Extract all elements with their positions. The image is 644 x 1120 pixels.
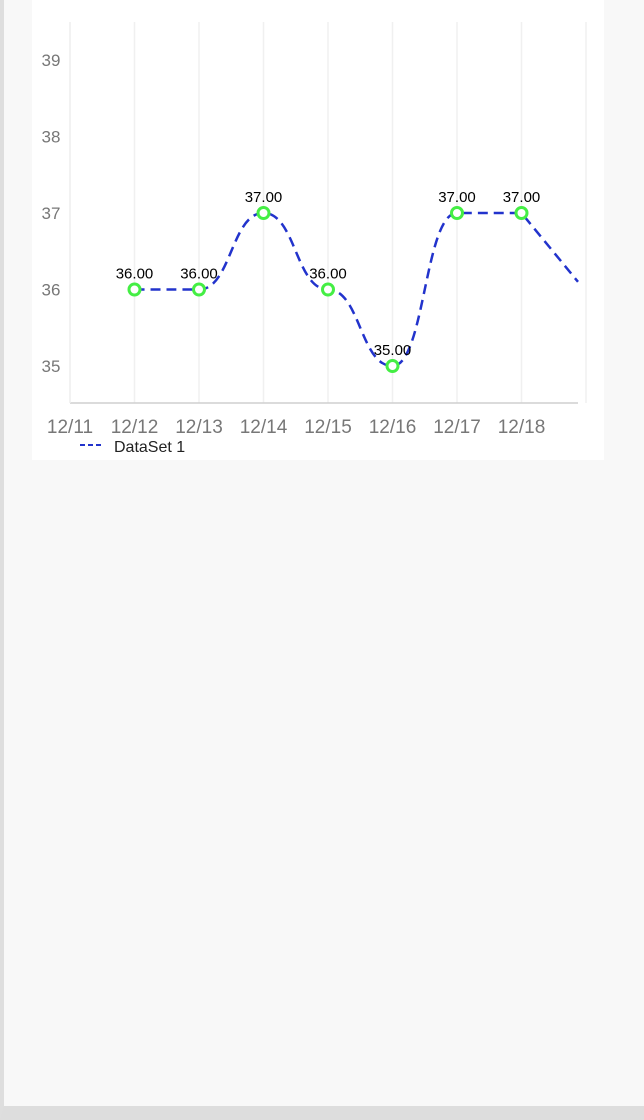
- y-tick-label: 36: [42, 281, 61, 300]
- data-point: [514, 206, 529, 220]
- chart-card: [32, 0, 604, 460]
- x-tick-label: 12/13: [175, 417, 223, 438]
- legend-label-dataset-1: DataSet 1: [114, 439, 185, 456]
- data-point: [192, 282, 206, 297]
- data-point: [256, 206, 271, 220]
- data-label: 36.00: [180, 266, 218, 283]
- x-tick-label: 12/17: [433, 417, 481, 438]
- x-tick-label: 12/12: [111, 417, 159, 438]
- x-tick-label: 12/11: [47, 417, 93, 438]
- data-label: 36.00: [309, 266, 347, 283]
- data-label: 37.00: [438, 189, 476, 206]
- data-point: [385, 359, 400, 373]
- data-point: [321, 282, 335, 297]
- y-axis-ticks: 35 36 37 38 39: [42, 51, 61, 376]
- axes: [69, 22, 578, 404]
- y-tick-label: 38: [42, 128, 61, 147]
- x-tick-label: 12/15: [304, 417, 352, 438]
- data-label: 36.00: [116, 266, 154, 283]
- x-tick-label: 12/16: [369, 417, 417, 438]
- x-axis-ticks: 12/11 12/12 12/13 12/14 12/15 12/16 12/17 12/18: [47, 417, 545, 438]
- data-points: [127, 206, 529, 373]
- data-labels: 36.00 36.00 37.00 36.00 35.00 37.00 37.00: [116, 189, 541, 359]
- x-tick-label: 12/14: [240, 417, 288, 438]
- data-label: 37.00: [245, 189, 283, 206]
- y-tick-label: 35: [42, 357, 61, 376]
- x-tick-label: 12/18: [498, 417, 546, 438]
- data-point: [450, 206, 464, 220]
- data-point: [127, 282, 142, 297]
- data-label: 37.00: [503, 189, 541, 206]
- legend: DataSet 1: [80, 439, 185, 456]
- data-label: 35.00: [374, 342, 412, 359]
- y-tick-label: 37: [42, 204, 61, 223]
- y-tick-label: 39: [42, 51, 61, 70]
